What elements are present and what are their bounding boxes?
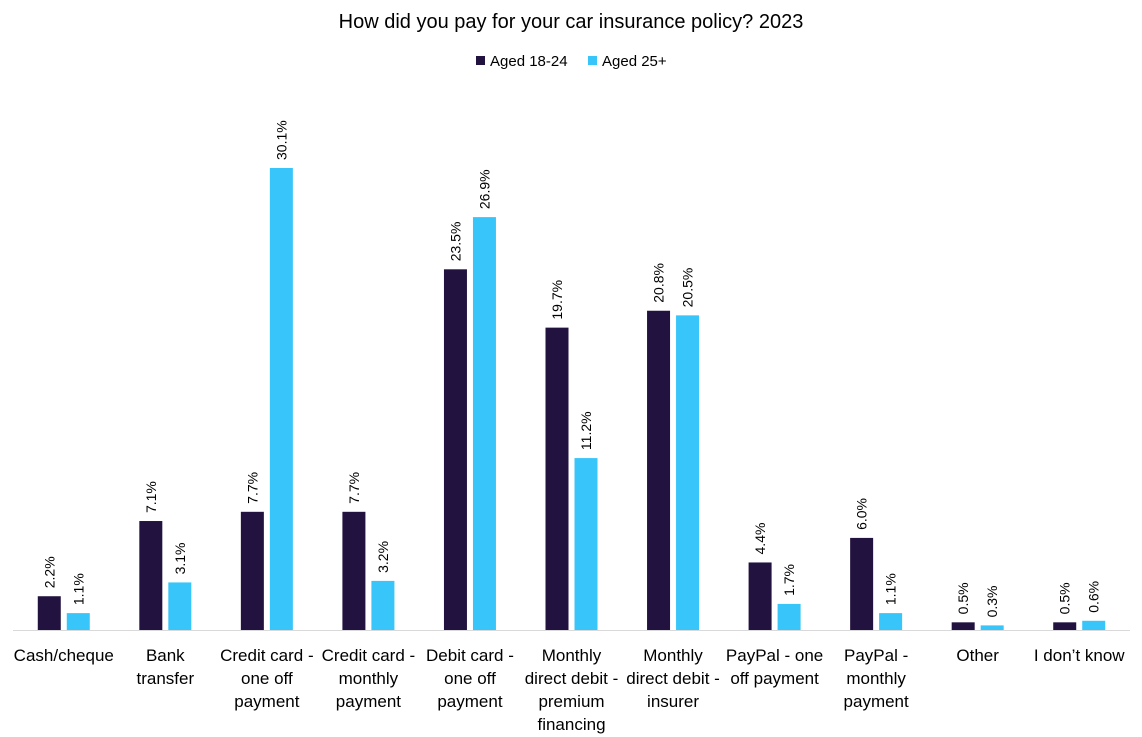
category-label-4: Debit card - one off payment <box>426 646 514 711</box>
category-label-6: Monthly direct debit - insurer <box>626 646 720 711</box>
category-label-line: monthly <box>339 669 399 688</box>
category-label-line: one off <box>444 669 496 688</box>
category-label-line: direct debit - <box>525 669 619 688</box>
category-label-line: PayPal - <box>844 646 908 665</box>
bar-1-5 <box>574 458 598 630</box>
category-label-line: payment <box>437 692 502 711</box>
category-label-8: PayPal - monthly payment <box>844 646 909 711</box>
bar-0-8 <box>850 537 874 630</box>
bar-1-0 <box>66 613 90 630</box>
category-label-line: transfer <box>136 669 194 688</box>
category-label-line: insurer <box>647 692 699 711</box>
category-label-line: Monthly <box>542 646 602 665</box>
category-label-line: Credit card - <box>322 646 416 665</box>
bar-1-9 <box>980 625 1004 630</box>
bar-1-7 <box>777 603 801 630</box>
category-label-line: Credit card - <box>220 646 314 665</box>
category-label-line: off payment <box>730 669 819 688</box>
bar-1-1 <box>168 582 192 630</box>
legend-swatch-1 <box>588 56 597 65</box>
data-label-1-0: 1.1% <box>70 573 86 605</box>
data-label-0-5: 19.7% <box>549 280 565 320</box>
bar-0-3 <box>342 511 366 630</box>
category-label-line: PayPal - one <box>726 646 823 665</box>
category-label-10: I don’t know <box>1034 646 1125 665</box>
data-label-0-7: 4.4% <box>752 523 768 555</box>
bar-0-4 <box>443 269 467 630</box>
category-label-line: Other <box>956 646 999 665</box>
category-label-line: monthly <box>846 669 906 688</box>
category-label-line: premium <box>538 692 604 711</box>
category-label-line: one off <box>241 669 293 688</box>
bar-0-6 <box>647 310 671 630</box>
category-label-line: I don’t know <box>1034 646 1125 665</box>
category-label-2: Credit card - one off payment <box>220 646 314 711</box>
bar-1-2 <box>269 168 293 630</box>
data-label-1-2: 30.1% <box>273 120 289 160</box>
category-label-0: Cash/cheque <box>14 646 114 665</box>
data-label-1-7: 1.7% <box>781 564 797 596</box>
data-label-0-1: 7.1% <box>143 481 159 513</box>
bar-0-0 <box>37 596 61 630</box>
category-label-3: Credit card - monthly payment <box>322 646 416 711</box>
data-label-0-8: 6.0% <box>854 498 870 530</box>
data-label-0-0: 2.2% <box>41 556 57 588</box>
category-label-9: Other <box>956 646 999 665</box>
bar-0-2 <box>240 511 264 630</box>
bar-1-8 <box>879 613 903 630</box>
data-label-1-5: 11.2% <box>578 411 594 450</box>
legend-label-0: Aged 18-24 <box>490 53 568 70</box>
category-label-line: financing <box>537 715 605 734</box>
data-label-0-6: 20.8% <box>651 263 667 303</box>
bar-1-10 <box>1082 620 1106 630</box>
chart-bars <box>37 168 1106 630</box>
data-label-1-9: 0.3% <box>984 585 1000 617</box>
data-label-1-6: 20.5% <box>680 268 696 308</box>
category-label-line: Bank <box>146 646 185 665</box>
bar-1-3 <box>371 580 395 630</box>
category-label-7: PayPal - one off payment <box>726 646 823 688</box>
category-label-line: Monthly <box>643 646 703 665</box>
bar-0-1 <box>139 521 163 630</box>
data-label-0-10: 0.5% <box>1057 582 1073 614</box>
category-label-line: Cash/cheque <box>14 646 114 665</box>
chart-title: How did you pay for your car insurance p… <box>339 11 804 33</box>
data-label-1-3: 3.2% <box>375 541 391 573</box>
data-label-1-1: 3.1% <box>172 542 188 574</box>
category-label-line: Debit card - <box>426 646 514 665</box>
legend-swatch-0 <box>476 56 485 65</box>
bar-0-7 <box>748 562 772 630</box>
chart-legend: Aged 18-24 Aged 25+ <box>476 53 667 70</box>
bar-0-10 <box>1053 622 1077 630</box>
bar-0-5 <box>545 327 569 630</box>
chart-data-labels: 2.2% 1.1% 7.1% 3.1% 7.7% 30.1% 7.7% 3.2% 23.5% 26… <box>41 120 1101 617</box>
data-label-1-4: 26.9% <box>476 169 492 209</box>
legend-label-1: Aged 25+ <box>602 53 667 70</box>
category-label-line: direct debit - <box>626 669 720 688</box>
data-label-0-9: 0.5% <box>955 582 971 614</box>
data-label-0-3: 7.7% <box>346 472 362 504</box>
data-label-1-10: 0.6% <box>1086 581 1102 613</box>
category-label-5: Monthly direct debit - premium financing <box>525 646 619 734</box>
bar-1-4 <box>472 217 496 630</box>
data-label-0-4: 23.5% <box>447 222 463 262</box>
bar-0-9 <box>951 622 975 630</box>
data-label-1-8: 1.1% <box>883 573 899 605</box>
bar-1-6 <box>676 315 700 630</box>
category-label-1: Bank transfer <box>136 646 194 688</box>
data-label-0-2: 7.7% <box>244 472 260 504</box>
x-axis-tick-labels: Cash/cheque Bank transfer Credit card - one … <box>14 646 1126 734</box>
category-label-line: payment <box>234 692 299 711</box>
category-label-line: payment <box>336 692 401 711</box>
category-label-line: payment <box>844 692 909 711</box>
